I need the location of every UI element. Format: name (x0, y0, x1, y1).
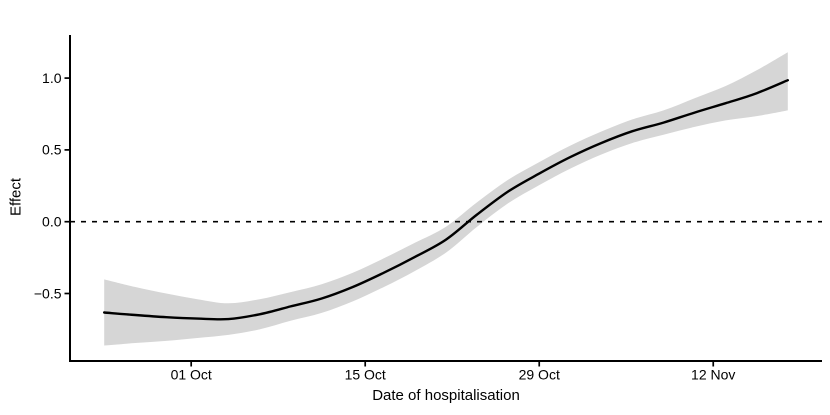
y-tick-label: 1.0 (42, 70, 62, 86)
x-tick-label: 15 Oct (345, 367, 386, 383)
y-axis-title: Effect (7, 177, 25, 217)
x-tick-label: 12 Nov (691, 367, 735, 383)
y-tick-label: −0.5 (34, 285, 62, 301)
x-tick-label: 29 Oct (519, 367, 560, 383)
confidence-band (104, 52, 788, 346)
y-tick-label: 0.0 (42, 213, 62, 229)
y-tick-label: 0.5 (42, 142, 62, 158)
x-axis-title: Date of hospitalisation (372, 387, 520, 404)
x-tick-label: 01 Oct (171, 367, 212, 383)
effect-curve (103, 79, 789, 321)
